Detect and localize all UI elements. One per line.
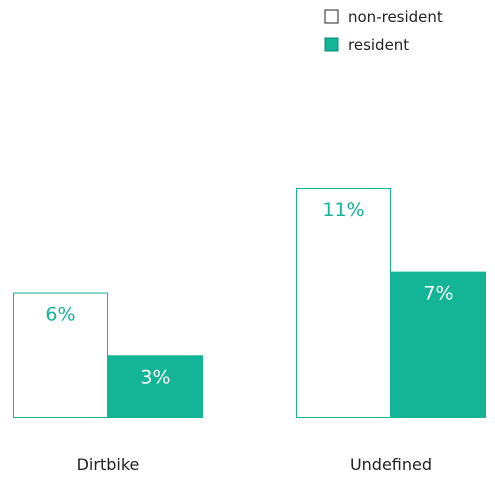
bars-group xyxy=(13,188,486,418)
data-label-undefined-resident: 7% xyxy=(423,283,453,305)
legend: non-resident resident xyxy=(324,8,443,54)
data-label-undefined-non-resident: 11% xyxy=(322,199,364,221)
category-label-undefined: Undefined xyxy=(350,455,432,474)
legend-label-non-resident: non-resident xyxy=(348,8,443,26)
category-label-dirtbike: Dirtbike xyxy=(77,455,140,474)
bar-labels-group: 6% 3% 11% 7% xyxy=(45,199,453,388)
bar-undefined-resident xyxy=(391,271,486,418)
legend-swatch-resident xyxy=(324,37,339,52)
data-label-dirtbike-resident: 3% xyxy=(140,366,170,388)
data-label-dirtbike-non-resident: 6% xyxy=(45,304,75,326)
category-labels-group: Dirtbike Undefined xyxy=(77,455,432,474)
bar-undefined-non-resident xyxy=(296,188,391,418)
legend-label-resident: resident xyxy=(348,36,409,54)
legend-swatch-non-resident xyxy=(324,9,339,24)
bar-dirtbike-non-resident xyxy=(13,292,108,418)
bar-dirtbike-resident xyxy=(108,355,203,418)
